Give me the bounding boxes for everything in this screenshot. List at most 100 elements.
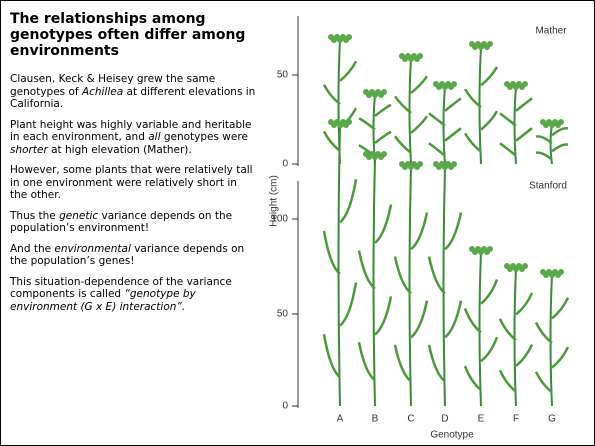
leaf (339, 179, 358, 224)
flower (417, 53, 423, 59)
flower (522, 263, 528, 269)
leaf (357, 250, 376, 290)
stem (478, 251, 482, 407)
leaf (463, 307, 482, 334)
genotype-label: G (548, 414, 556, 425)
text-run: “genotype by environment (G x E) interac… (10, 288, 196, 313)
leaf (410, 212, 429, 251)
paragraph: Plant height was highly variable and her… (10, 119, 256, 157)
slide-title: The relationships among genotypes often … (10, 11, 246, 59)
leaf (515, 127, 533, 142)
leaf (480, 110, 499, 131)
leaf (515, 292, 534, 316)
genotype-label: F (513, 414, 519, 425)
leaf (535, 135, 553, 145)
genotype-label: D (441, 414, 448, 425)
leaf (444, 127, 462, 142)
leaf (498, 369, 517, 393)
flower (451, 161, 457, 167)
x-axis-label: Genotype (430, 430, 474, 441)
leaf (358, 117, 376, 131)
leaf (534, 321, 553, 344)
leaf (393, 135, 412, 154)
paragraph: Clausen, Keck & Heisey grew the same gen… (10, 73, 256, 111)
stem (442, 166, 446, 407)
leaf (374, 130, 392, 144)
flower (381, 89, 387, 95)
text-run: at different elevations in California. (10, 85, 256, 111)
leaf (393, 95, 412, 114)
slide-body: Clausen, Keck & Heisey grew the same gen… (10, 73, 256, 321)
leaf (551, 346, 570, 369)
leaf (535, 151, 553, 161)
tick-label: 0 (282, 159, 288, 170)
leaf (480, 336, 499, 363)
flower (451, 81, 457, 87)
leaf (463, 132, 482, 153)
tick-label: 50 (277, 309, 289, 320)
text-run: variance depends on the population’s env… (10, 209, 233, 235)
leaf (551, 297, 570, 320)
leaf (339, 60, 358, 82)
leaf (444, 212, 463, 251)
panel-label: Stanford (529, 181, 567, 192)
text-run: And the (10, 242, 55, 255)
flower (346, 34, 352, 40)
text-run: at high elevation (Mather). (47, 143, 192, 156)
leaf (551, 127, 569, 137)
flower (487, 41, 493, 47)
text-run: genetic (59, 209, 99, 222)
leaf (499, 112, 517, 127)
leaf (322, 230, 341, 275)
stem (372, 156, 376, 407)
leaf (551, 143, 569, 153)
leaf (515, 343, 534, 367)
leaf (480, 66, 499, 87)
leaf (480, 279, 499, 305)
plant-drawings (322, 34, 570, 407)
flower (487, 246, 493, 252)
text-run: genotypes were (160, 131, 248, 143)
flower (417, 161, 423, 167)
paragraph: This situation-dependence of the varianc… (10, 276, 256, 314)
text-run: Clausen, Keck & Heisey grew the same gen… (10, 73, 216, 98)
leaf (393, 256, 412, 295)
paragraph: Thus the genetic variance depends on the… (10, 210, 256, 235)
genotype-label: C (407, 414, 414, 425)
leaf (393, 344, 412, 383)
text-run: This situation-dependence of the varianc… (10, 275, 232, 301)
leaf (534, 371, 553, 394)
leaf (428, 112, 446, 127)
text-run: environmental (54, 242, 131, 255)
leaf (499, 142, 517, 157)
leaf (374, 204, 393, 244)
leaf (463, 88, 482, 109)
text-run: all (148, 131, 161, 143)
y-axis-label: Height (cm) (269, 175, 280, 227)
stem (337, 124, 341, 407)
flower (381, 151, 387, 157)
panel-label: Mather (535, 26, 567, 37)
leaf (322, 334, 341, 379)
leaf (374, 103, 392, 117)
flower (522, 81, 528, 87)
tick-label: 100 (271, 214, 288, 225)
text-run: Plant height was highly variable and her… (10, 118, 252, 144)
stem (513, 268, 517, 407)
leaf (357, 342, 376, 382)
flower (558, 119, 564, 125)
leaf (463, 365, 482, 391)
leaf (410, 115, 429, 134)
leaf (428, 142, 446, 157)
stem (408, 166, 412, 407)
leaf (427, 256, 446, 295)
text-run: shorter (10, 143, 48, 156)
leaf (322, 130, 341, 152)
leaf (410, 300, 429, 339)
paragraph: And the environmental variance depends o… (10, 243, 256, 268)
flower (346, 119, 352, 125)
leaf (410, 75, 429, 94)
text-run: However, some plants that were relativel… (10, 164, 253, 201)
